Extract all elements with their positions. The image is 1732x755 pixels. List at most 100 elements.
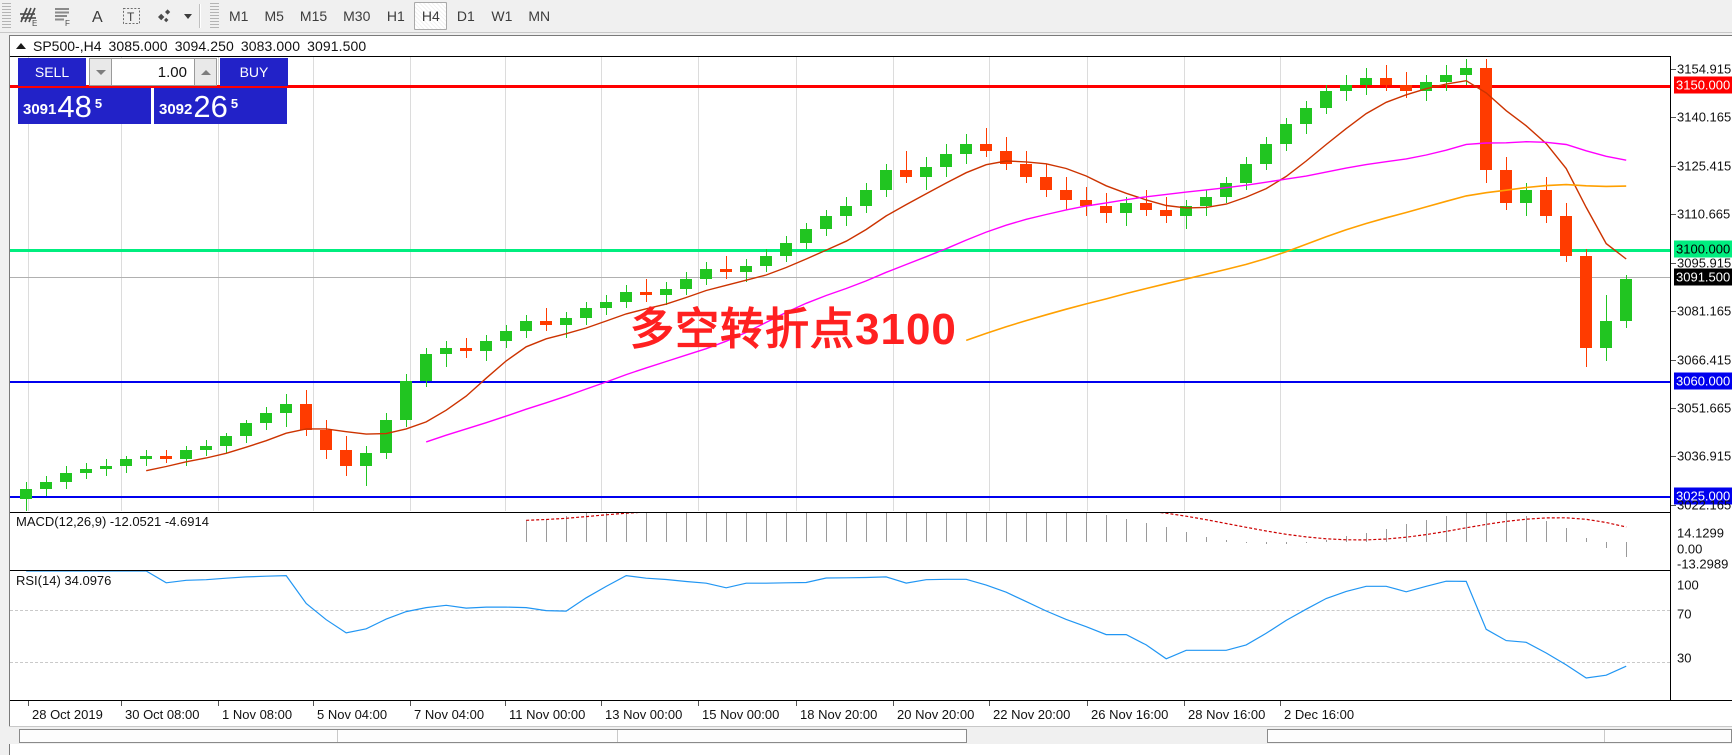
- macd-histogram-bar: [1006, 513, 1008, 543]
- price-tick-label: 3066.415: [1677, 352, 1732, 368]
- macd-histogram-bar: [746, 513, 748, 543]
- candlestick-body: [1420, 81, 1433, 92]
- macd-histogram-bar: [546, 518, 548, 543]
- macd-signal-line: [526, 513, 1627, 541]
- time-tick-label: 5 Nov 04:00: [317, 707, 388, 722]
- text-label-icon[interactable]: T: [115, 1, 149, 31]
- time-tick-label: 13 Nov 00:00: [605, 707, 683, 722]
- candlestick-body: [200, 446, 213, 450]
- timeframe-mn[interactable]: MN: [528, 8, 551, 24]
- indicators-icon[interactable]: E: [13, 1, 47, 31]
- macd-histogram-bar: [1246, 542, 1248, 544]
- time-tick-label: 2 Dec 16:00: [1284, 707, 1355, 722]
- timeframe-grip[interactable]: [210, 3, 219, 29]
- scrollbar-divider: [337, 730, 338, 742]
- chart-gridline-vertical: [893, 57, 894, 511]
- buy-price-display[interactable]: 3092 26 5: [154, 88, 287, 124]
- candlestick-body: [740, 265, 753, 273]
- timeframe-m5[interactable]: M5: [264, 8, 284, 24]
- price-level-tag-3025.000[interactable]: 3025.000: [1674, 487, 1732, 505]
- candlestick-body: [300, 403, 313, 430]
- axis-tick: [1671, 117, 1676, 119]
- scrollbar-thumb-left[interactable]: [19, 729, 967, 743]
- macd-histogram-bar: [1106, 514, 1108, 543]
- candlestick-body: [1320, 91, 1333, 108]
- time-tick: [28, 701, 29, 706]
- text-tool-icon[interactable]: A: [81, 1, 115, 31]
- price-tick-label: 3081.165: [1677, 303, 1732, 319]
- macd-histogram-bar: [626, 513, 628, 543]
- price-level-line-3150.000[interactable]: [10, 84, 1670, 88]
- macd-histogram-bar: [1366, 532, 1368, 543]
- candlestick-body: [580, 308, 593, 319]
- timeframe-m15[interactable]: M15: [299, 8, 328, 24]
- price-level-line-3091.500[interactable]: [10, 277, 1670, 279]
- chart-window: SP500-,H4 3085.000 3094.250 3083.000 309…: [9, 35, 1732, 755]
- horizontal-scrollbar[interactable]: [9, 726, 1732, 744]
- macd-histogram-bar: [586, 513, 588, 543]
- crosshair-grid-icon[interactable]: F: [47, 1, 81, 31]
- volume-input[interactable]: 1.00: [112, 59, 194, 85]
- toolbar-grip[interactable]: [2, 3, 11, 29]
- rsi-level-line-70: [10, 610, 1670, 611]
- macd-histogram-bar: [1286, 542, 1288, 544]
- price-level-line-3060.000[interactable]: [10, 380, 1670, 383]
- volume-decrement-button[interactable]: [90, 59, 112, 85]
- timeframe-m1[interactable]: M1: [229, 8, 249, 24]
- timeframe-m30[interactable]: M30: [343, 8, 371, 24]
- candlestick-body: [680, 278, 693, 289]
- price-level-line-3100.000[interactable]: [10, 249, 1670, 253]
- timeframe-h1[interactable]: H1: [386, 8, 405, 24]
- chart-gridline-vertical: [313, 57, 314, 511]
- price-level-tag-3100.000[interactable]: 3100.000: [1674, 240, 1732, 258]
- price-axis[interactable]: 3154.915 3150.000 3140.165 3125.415 3110.665…: [1670, 56, 1732, 700]
- price-level-tag-3150.000[interactable]: 3150.000: [1674, 76, 1732, 94]
- price-level-line-3025.000[interactable]: [10, 495, 1670, 498]
- volume-increment-button[interactable]: [194, 59, 216, 85]
- buy-button[interactable]: BUY: [220, 58, 288, 86]
- objects-icon[interactable]: [149, 1, 183, 31]
- timeframe-d1[interactable]: D1: [456, 8, 475, 24]
- candlestick-body: [60, 472, 73, 483]
- price-tick-label: 3110.665: [1677, 206, 1731, 222]
- macd-histogram-bar: [686, 513, 688, 543]
- time-tick: [313, 701, 314, 706]
- candlestick-body: [20, 489, 33, 499]
- time-axis[interactable]: 28 Oct 2019 30 Oct 08:00 1 Nov 08:00 5 Nov …: [10, 700, 1732, 726]
- rsi-plot-area[interactable]: [10, 571, 1670, 700]
- candlestick-body: [1200, 196, 1213, 207]
- candlestick-body: [1140, 203, 1153, 210]
- timeframe-w1[interactable]: W1: [491, 8, 513, 24]
- sell-price-main: 48: [57, 89, 92, 124]
- candlestick-body: [920, 167, 933, 177]
- collapse-triangle-icon[interactable]: [16, 43, 26, 49]
- candlestick-body: [1020, 163, 1033, 177]
- quote-high: 3094.250: [174, 38, 234, 54]
- candlestick-body: [1060, 190, 1073, 200]
- scrollbar-thumb-right[interactable]: [1267, 729, 1732, 743]
- candlestick-body: [120, 459, 133, 466]
- time-tick: [698, 701, 699, 706]
- axis-tick: [1671, 359, 1676, 361]
- volume-stepper[interactable]: 1.00: [89, 58, 217, 86]
- symbol-label: SP500-,H4: [33, 38, 102, 54]
- candlestick-body: [980, 144, 993, 151]
- candlestick-body: [100, 466, 113, 470]
- candlestick-body: [860, 190, 873, 207]
- macd-histogram-bar: [1066, 513, 1068, 543]
- candlestick-body: [1280, 124, 1293, 145]
- sell-price-display[interactable]: 3091 48 5: [18, 88, 151, 124]
- objects-dropdown-caret[interactable]: [184, 13, 192, 19]
- moving-average-lines: [146, 79, 1627, 472]
- price-plot-area[interactable]: [10, 57, 1670, 511]
- price-tick-label: 3125.415: [1677, 158, 1732, 174]
- time-tick-label: 1 Nov 08:00: [222, 707, 293, 722]
- price-level-tag-3091.500[interactable]: 3091.500: [1674, 268, 1732, 286]
- price-level-tag-3060.000[interactable]: 3060.000: [1674, 372, 1732, 390]
- candlestick: [905, 150, 908, 184]
- macd-title: MACD(12,26,9) -12.0521 -4.6914: [16, 514, 209, 529]
- sell-button[interactable]: SELL: [18, 58, 86, 86]
- timeframe-h4[interactable]: H4: [414, 2, 448, 30]
- macd-plot-area[interactable]: [10, 513, 1670, 569]
- candlestick-body: [360, 452, 373, 466]
